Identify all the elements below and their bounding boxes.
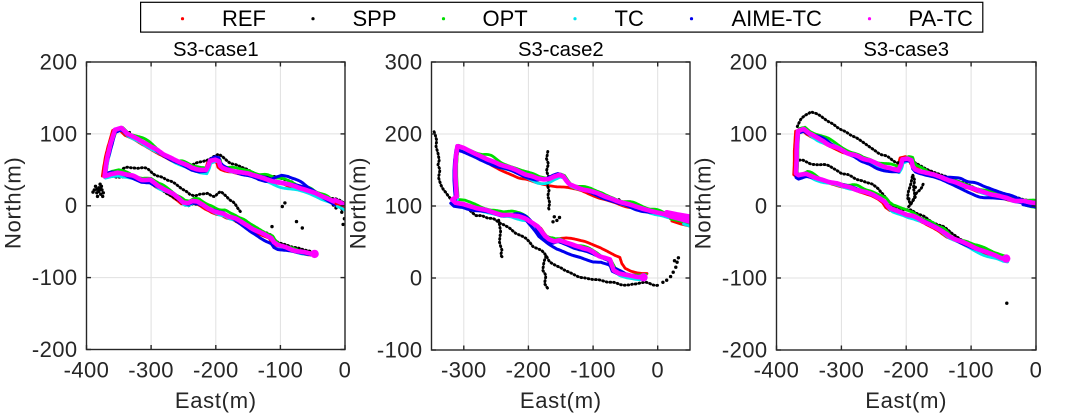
svg-text:-100: -100 bbox=[948, 358, 994, 383]
svg-text:0: 0 bbox=[651, 358, 664, 383]
svg-text:100: 100 bbox=[730, 122, 768, 147]
svg-text:-300: -300 bbox=[441, 358, 487, 383]
svg-text:AIME-TC: AIME-TC bbox=[732, 6, 823, 31]
svg-text:-100: -100 bbox=[258, 358, 304, 383]
svg-text:0: 0 bbox=[65, 193, 78, 218]
svg-text:-200: -200 bbox=[32, 337, 78, 362]
svg-text:200: 200 bbox=[730, 50, 768, 75]
svg-text:200: 200 bbox=[385, 122, 423, 147]
svg-text:S3-case2: S3-case2 bbox=[518, 39, 604, 61]
svg-text:-200: -200 bbox=[722, 338, 768, 363]
svg-text:East(m): East(m) bbox=[175, 388, 257, 413]
svg-text:S3-case1: S3-case1 bbox=[173, 39, 259, 61]
svg-text:-200: -200 bbox=[193, 358, 239, 383]
svg-text:200: 200 bbox=[40, 50, 78, 75]
svg-text:PA-TC: PA-TC bbox=[909, 6, 973, 31]
svg-text:100: 100 bbox=[40, 121, 78, 146]
svg-text:-400: -400 bbox=[754, 358, 800, 383]
svg-text:S3-case3: S3-case3 bbox=[863, 39, 949, 61]
svg-text:-200: -200 bbox=[883, 358, 929, 383]
svg-text:100: 100 bbox=[385, 194, 423, 219]
svg-text:-400: -400 bbox=[64, 358, 110, 383]
svg-text:TC: TC bbox=[615, 6, 644, 31]
svg-text:0: 0 bbox=[410, 266, 423, 291]
svg-text:-100: -100 bbox=[722, 266, 768, 291]
svg-text:-100: -100 bbox=[570, 358, 616, 383]
svg-text:REF: REF bbox=[222, 6, 266, 31]
svg-text:North(m): North(m) bbox=[691, 157, 716, 249]
svg-text:-300: -300 bbox=[819, 358, 865, 383]
svg-text:-100: -100 bbox=[377, 338, 423, 363]
svg-text:0: 0 bbox=[755, 194, 768, 219]
svg-text:-100: -100 bbox=[32, 265, 78, 290]
svg-text:300: 300 bbox=[385, 50, 423, 75]
svg-text:East(m): East(m) bbox=[865, 388, 947, 413]
svg-text:0: 0 bbox=[1030, 358, 1043, 383]
svg-text:East(m): East(m) bbox=[520, 388, 602, 413]
svg-text:-300: -300 bbox=[128, 358, 174, 383]
svg-text:SPP: SPP bbox=[353, 6, 397, 31]
svg-text:-200: -200 bbox=[506, 358, 552, 383]
svg-text:North(m): North(m) bbox=[1, 157, 26, 249]
svg-text:0: 0 bbox=[339, 358, 352, 383]
svg-text:North(m): North(m) bbox=[346, 157, 371, 249]
svg-text:OPT: OPT bbox=[483, 6, 528, 31]
